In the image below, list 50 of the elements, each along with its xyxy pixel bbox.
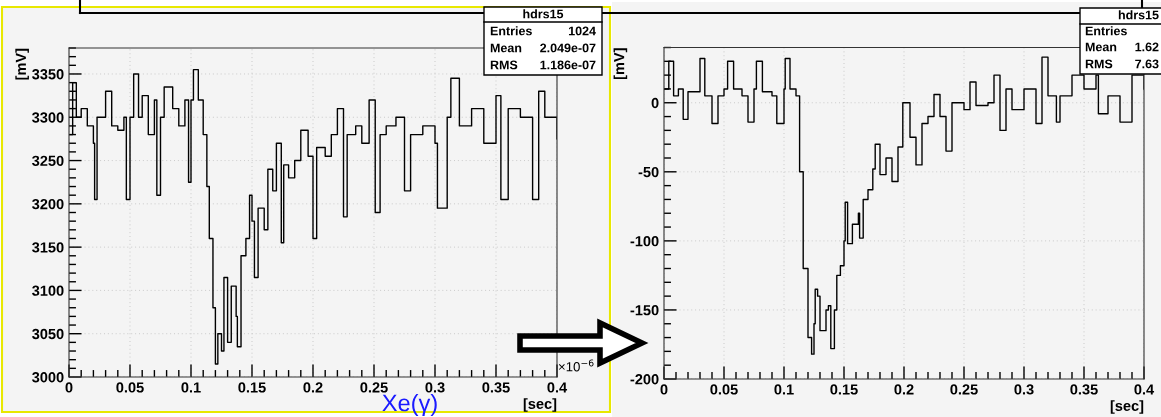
x-tick-label: 0 [660, 384, 668, 395]
x-tick-label: 0 [65, 382, 73, 393]
text: Entries [490, 26, 532, 36]
y-tick-label: 3250 [32, 155, 64, 166]
x-tick-label: 0.1 [774, 384, 794, 395]
annotation: 2.049e-07 [540, 43, 596, 53]
x-axis-title: [sec] [523, 398, 557, 412]
y-tick-label: 3050 [32, 328, 64, 340]
x-tick-label: 0.2 [303, 382, 323, 393]
annotation: 1.62 [1135, 42, 1159, 52]
y-tick-label: 3150 [32, 242, 64, 253]
annotation: RMS [490, 60, 518, 70]
annotation: 7.63 [1135, 59, 1159, 69]
x-axis-title: [sec] [1110, 400, 1144, 414]
x-tick-label: 0.4 [547, 382, 568, 393]
y-tick-label: 3200 [32, 198, 64, 210]
text: hdrs15 [1118, 10, 1159, 20]
x-tick-label: 0.2 [894, 384, 914, 395]
y-tick-label: -50 [638, 166, 659, 178]
x-tick-label: 0.15 [238, 382, 266, 393]
y-tick-label: 3000 [32, 372, 64, 383]
x-tick-label: 0.3 [1014, 384, 1034, 395]
y-tick-label: -150 [630, 305, 659, 316]
text: ×10$^{−6}$ [558, 359, 594, 372]
text: Xe(γ) [382, 393, 437, 416]
y-axis-title: [mV] [613, 48, 628, 80]
x-tick-label: 0.05 [116, 382, 144, 393]
y-tick-label: 3100 [32, 285, 64, 296]
y-tick-label: 0 [651, 97, 659, 109]
annotation: Mean [490, 43, 522, 53]
x-tick-label: 0.25 [950, 384, 978, 395]
annotation: 1.186e-07 [540, 60, 596, 70]
x-tick-label: 0.4 [1134, 384, 1155, 395]
y-tick-label: -200 [630, 374, 659, 385]
x-tick-label: 0.15 [830, 384, 858, 395]
y-tick-label: 3300 [32, 112, 64, 123]
x-tick-label: 0.1 [181, 382, 201, 393]
x-tick-label: 0.35 [1070, 384, 1098, 395]
y-tick-label: 3350 [32, 69, 64, 80]
annotation: Mean [1085, 42, 1117, 52]
y-axis-title: [mV] [15, 48, 29, 80]
annotation: RMS [1085, 59, 1113, 69]
text: 1024 [568, 26, 596, 36]
y-tick-label: -100 [630, 235, 659, 247]
text: Entries [1085, 26, 1127, 36]
x-tick-label: 0.3 [425, 382, 445, 393]
x-tick-label: 0.25 [360, 382, 388, 393]
x-tick-label: 0.05 [710, 384, 738, 395]
x-tick-label: 0.35 [482, 382, 510, 393]
text: hdrs15 [523, 9, 564, 19]
